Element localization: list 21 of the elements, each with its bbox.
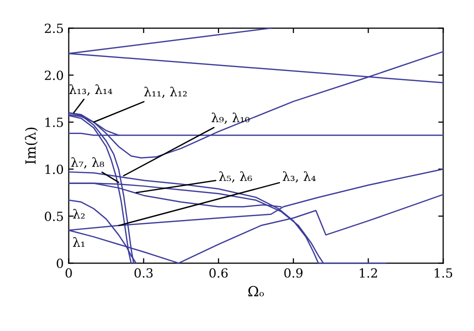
annotation: λ₁ (72, 237, 84, 247)
annotation: λ₃, λ₄ (282, 171, 316, 183)
y-tick-label: 0 (56, 258, 64, 268)
annotation: λ₂ (72, 208, 85, 219)
x-tick-label: 0.6 (209, 268, 228, 278)
x-tick-label: 0.9 (284, 268, 303, 278)
annotation: λ₇, λ₈ (71, 157, 104, 168)
annotation: λ₁₁, λ₁₂ (144, 86, 187, 98)
x-tick-label: 1.2 (360, 268, 378, 278)
x-tick-label: 1.5 (434, 268, 452, 278)
x-tick-label: 0.3 (134, 268, 153, 278)
y-tick-label: 1.0 (46, 164, 64, 174)
y-tick-label: 2.0 (44, 70, 64, 80)
y-tick-label: 0.5 (44, 212, 63, 222)
x-axis-title: Ωₒ (248, 286, 264, 296)
y-axis-title: Im(λ) (24, 128, 38, 164)
y-tick-label: 2.5 (44, 24, 63, 34)
annotation: λ₉, λ₁₀ (212, 112, 250, 124)
y-tick-label: 1.5 (46, 118, 63, 128)
annotation: λ₅, λ₆ (219, 171, 252, 183)
x-tick-label: 0 (66, 268, 72, 278)
